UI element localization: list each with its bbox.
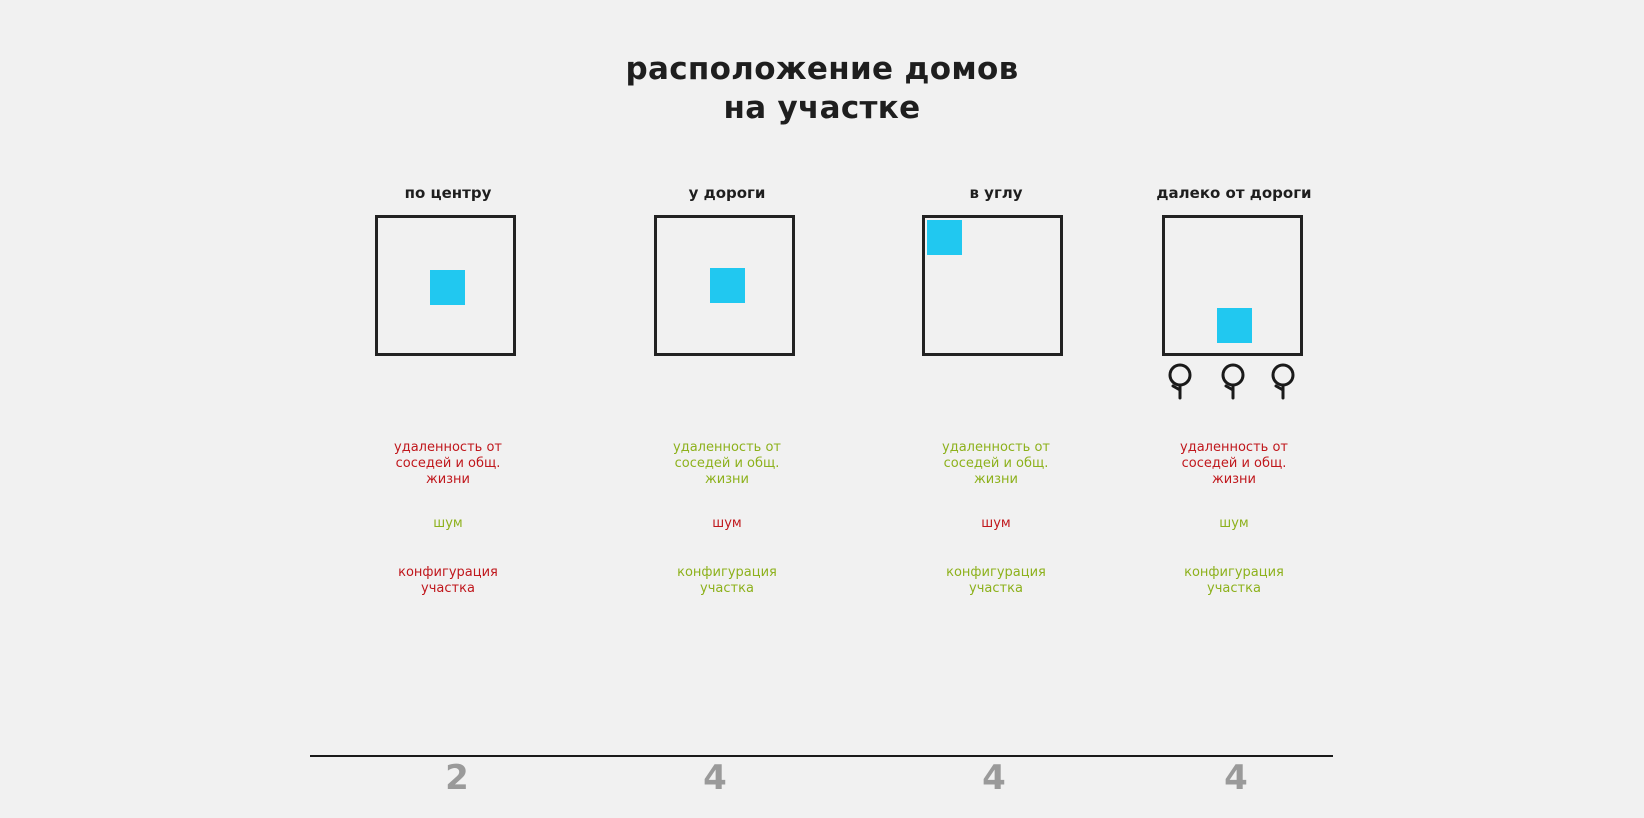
criterion-noise: шум (876, 516, 1116, 532)
criterion-line: удаленность от (942, 440, 1050, 455)
score-by-road: 4 (703, 758, 727, 798)
option-heading: далеко от дороги (1156, 184, 1312, 202)
criterion-line: удаленность от (394, 440, 502, 455)
criterion-line: шум (712, 516, 742, 531)
criterion-line: удаленность от (1180, 440, 1288, 455)
criterion-noise: шум (1114, 516, 1354, 532)
tree-icon (1271, 363, 1295, 400)
title-line-2: на участке (723, 90, 921, 126)
title-line-1: расположение домов (625, 51, 1019, 87)
score-far-from-road: 4 (1224, 758, 1248, 798)
plot-outline (375, 215, 516, 356)
criterion-configuration: конфигурация участка (607, 565, 847, 597)
criterion-line: участка (1207, 581, 1261, 596)
tree-row (1168, 363, 1295, 400)
house-marker (710, 268, 745, 303)
plot-outline (654, 215, 795, 356)
plot-outline (922, 215, 1063, 356)
criterion-line: жизни (425, 472, 471, 487)
criterion-line: участка (969, 581, 1023, 596)
criterion-line: шум (1219, 516, 1249, 531)
criterion-distance: удаленность от соседей и общ. жизни (328, 440, 568, 488)
option-center: по центру удаленность от соседей и общ. … (328, 0, 568, 818)
option-heading: по центру (404, 184, 492, 202)
option-far-from-road: далеко от дороги удаленность от соседей … (1114, 0, 1354, 818)
criterion-line: удаленность от (673, 440, 781, 455)
plot-outline (1162, 215, 1303, 356)
criterion-line: конфигурация (1184, 565, 1284, 580)
criterion-distance: удаленность от соседей и общ. жизни (607, 440, 847, 488)
diagram-title: расположение домов на участке (0, 50, 1644, 128)
house-marker (430, 270, 465, 305)
tree-icon (1221, 363, 1245, 400)
criterion-line: соседей и общ. (674, 456, 780, 471)
criterion-configuration: конфигурация участка (1114, 565, 1354, 597)
criterion-line: участка (700, 581, 754, 596)
criterion-line: конфигурация (946, 565, 1046, 580)
criterion-line: конфигурация (398, 565, 498, 580)
criterion-line: жизни (1211, 472, 1257, 487)
house-marker (1217, 308, 1252, 343)
option-by-road: у дороги удаленность от соседей и общ. ж… (607, 0, 847, 818)
option-heading: у дороги (688, 184, 766, 202)
criterion-line: соседей и общ. (395, 456, 501, 471)
option-corner: в углу удаленность от соседей и общ. жиз… (876, 0, 1116, 818)
criterion-line: участка (421, 581, 475, 596)
criterion-distance: удаленность от соседей и общ. жизни (1114, 440, 1354, 488)
criterion-line: шум (433, 516, 463, 531)
criterion-line: соседей и общ. (1181, 456, 1287, 471)
criterion-line: жизни (704, 472, 750, 487)
criterion-noise: шум (607, 516, 847, 532)
criterion-distance: удаленность от соседей и общ. жизни (876, 440, 1116, 488)
tree-icon (1168, 363, 1192, 400)
criterion-configuration: конфигурация участка (876, 565, 1116, 597)
criterion-noise: шум (328, 516, 568, 532)
criterion-line: шум (981, 516, 1011, 531)
score-divider (310, 755, 1333, 757)
score-corner: 4 (982, 758, 1006, 798)
criterion-line: жизни (973, 472, 1019, 487)
criterion-line: соседей и общ. (943, 456, 1049, 471)
score-center: 2 (445, 758, 469, 798)
criterion-line: конфигурация (677, 565, 777, 580)
option-heading: в углу (969, 184, 1023, 202)
criterion-configuration: конфигурация участка (328, 565, 568, 597)
house-marker (927, 220, 962, 255)
